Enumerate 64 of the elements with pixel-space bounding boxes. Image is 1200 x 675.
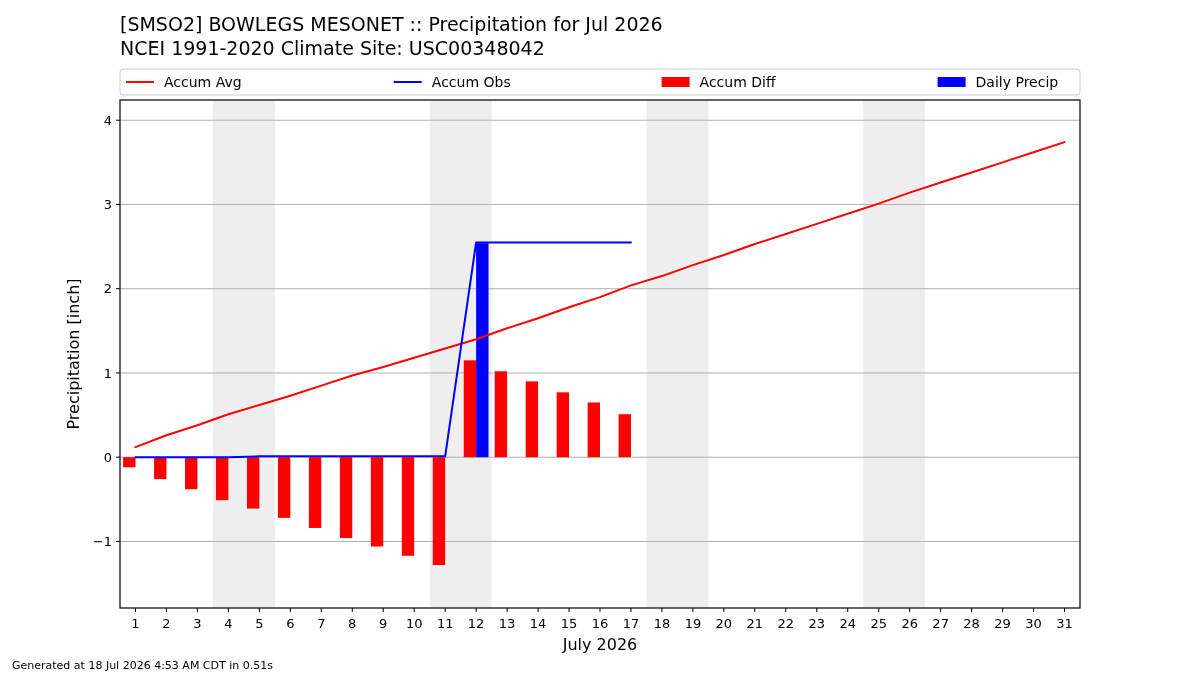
x-tick-label: 27 [932, 616, 949, 631]
text: Generated at 18 Jul 2026 4:53 AM CDT in 0.51s [12, 659, 274, 672]
x-tick-label: 9 [379, 616, 388, 631]
x-tick-label: 30 [1025, 616, 1042, 631]
legend-label: Accum Obs [431, 74, 511, 90]
x-tick-label: 6 [286, 616, 295, 631]
x-tick-label: 28 [963, 616, 980, 631]
x-tick-label: 17 [622, 616, 640, 631]
legend-label: Accum Avg [164, 74, 242, 90]
bar [587, 402, 600, 458]
y-tick-label: 1 [103, 365, 112, 381]
x-tick-label: 20 [715, 616, 733, 631]
y-tick-label: 4 [103, 112, 112, 128]
bar [494, 371, 508, 458]
x-tick-label: 31 [1056, 616, 1073, 631]
bar [432, 457, 446, 566]
y-axis-title: Precipitation [inch] [64, 278, 83, 430]
chart-subtitle: NCEI 1991-2020 Climate Site: USC00348042 [120, 37, 545, 59]
x-tick-label: 1 [131, 616, 140, 631]
x-axis-title: July 2026 [561, 635, 638, 654]
bar [123, 457, 136, 468]
x-tick-label: 15 [560, 616, 578, 631]
bar [339, 457, 353, 539]
bar [525, 381, 539, 458]
bar [463, 360, 477, 458]
x-tick-label: 14 [529, 616, 547, 631]
x-tick-label: 5 [255, 616, 264, 631]
x-tick-label: 11 [436, 616, 454, 631]
x-tick-label: 25 [870, 616, 887, 631]
bar [185, 457, 198, 490]
y-tick-label: 3 [103, 197, 112, 213]
x-tick-label: 24 [839, 616, 857, 631]
x-tick-label: 12 [467, 616, 485, 631]
bar [370, 457, 384, 547]
x-tick-label: 4 [224, 616, 233, 631]
line-series [134, 141, 1066, 449]
bar [556, 392, 570, 458]
x-tick-label: 8 [348, 616, 357, 631]
bar [618, 414, 631, 458]
bar [246, 457, 260, 509]
x-tick-label: 23 [808, 616, 826, 631]
y-tick-label: 0 [103, 449, 112, 465]
y-tick-label: −1 [92, 534, 112, 549]
x-tick-label: 26 [901, 616, 918, 631]
x-tick-label: 3 [193, 616, 202, 631]
legend-label: Daily Precip [975, 74, 1059, 90]
x-tick-label: 2 [162, 616, 171, 631]
bar [277, 457, 291, 518]
x-tick-label: 16 [591, 616, 609, 631]
x-tick-label: 29 [994, 616, 1011, 631]
bar [216, 457, 229, 501]
x-tick-label: 22 [777, 616, 795, 631]
x-tick-label: 18 [653, 616, 671, 631]
chart-title: [SMSO2] BOWLEGS MESONET :: Precipitation for Jul 2026 [120, 13, 663, 35]
bar [154, 457, 167, 480]
bar [308, 457, 322, 528]
x-tick-label: 21 [746, 616, 764, 631]
legend-label: Accum Diff [699, 74, 776, 90]
bar [401, 457, 415, 556]
x-tick-label: 19 [684, 616, 702, 631]
x-tick-label: 10 [405, 616, 423, 631]
x-tick-label: 7 [317, 616, 326, 631]
x-tick-label: 13 [498, 616, 516, 631]
y-tick-label: 2 [103, 281, 112, 297]
